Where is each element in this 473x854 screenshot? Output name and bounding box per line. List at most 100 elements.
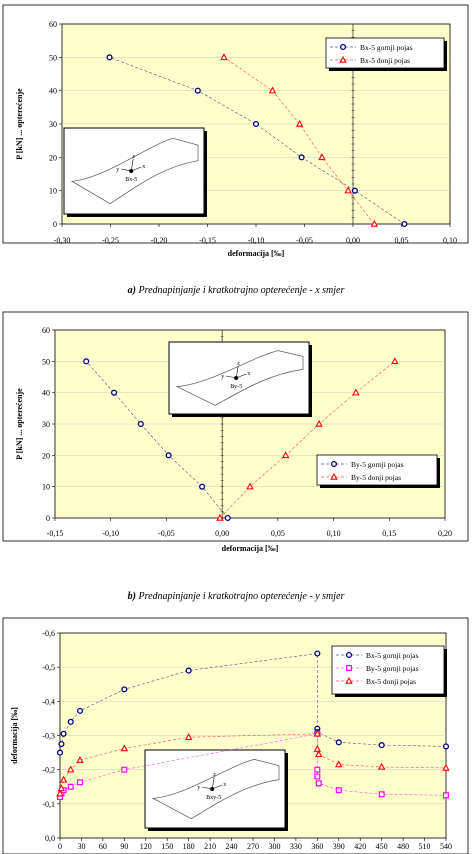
- y-axis-title: P [kN] ... opterećenje: [15, 388, 24, 460]
- legend-marker: [330, 472, 338, 480]
- y-axis-title: P [kN] ... opterećenje: [15, 88, 24, 160]
- data-point: [76, 755, 84, 763]
- y-tick-label: 60: [42, 326, 50, 335]
- x-axis-title: deformacija [‰]: [222, 544, 279, 553]
- data-point: [351, 187, 358, 194]
- y-tick-label: 0: [53, 220, 57, 229]
- x-tick-label: 180: [183, 842, 195, 851]
- y-tick-label: -0,3: [42, 732, 55, 741]
- x-tick-label: -0,20: [151, 236, 168, 245]
- x-tick-label: 360: [311, 842, 323, 851]
- data-point: [377, 762, 386, 770]
- x-tick-label: 0: [58, 842, 62, 851]
- series-line-1: [109, 57, 405, 225]
- x-tick-label: 540: [440, 842, 452, 851]
- x-axis-title: deformacija [‰]: [228, 249, 285, 258]
- legend-label: Bx-5 donji pojas: [360, 56, 410, 65]
- data-point: [344, 186, 352, 194]
- caption-letter: a): [128, 285, 136, 296]
- data-point: [442, 743, 450, 750]
- x-tick-label: 420: [354, 842, 366, 851]
- measure-point: [234, 376, 239, 380]
- axis-z-arrow: [130, 158, 134, 172]
- x-tick-label: 300: [268, 842, 280, 851]
- inset-label: Bx-5: [125, 177, 137, 183]
- x-tick-label: 90: [120, 842, 128, 851]
- data-point: [224, 514, 231, 522]
- data-point: [57, 784, 66, 792]
- data-point: [67, 718, 74, 725]
- data-point: [56, 749, 64, 756]
- y-tick-label: 20: [42, 451, 50, 460]
- inset-frame: [63, 127, 205, 215]
- x-tick-label: 30: [77, 842, 85, 851]
- legend-label: By-5 gornji pojas: [351, 460, 404, 469]
- shell-sketch: [175, 350, 304, 406]
- data-point: [184, 733, 193, 740]
- data-point: [378, 742, 385, 749]
- data-point: [315, 419, 323, 427]
- x-tick-label: 240: [226, 842, 238, 851]
- x-tick-label: 210: [204, 842, 216, 851]
- legend-label: By-5 donji pojas: [351, 473, 401, 482]
- data-point: [391, 357, 399, 365]
- data-point: [165, 452, 172, 459]
- y-tick-label: 30: [49, 120, 57, 129]
- inset-axis-x: x: [247, 371, 250, 377]
- inset-axis-y: y: [116, 167, 119, 173]
- shell-sketch: [151, 758, 280, 820]
- data-point: [313, 745, 322, 752]
- x-tick-label: -0,10: [102, 529, 119, 538]
- legend-marker: [345, 651, 353, 659]
- x-tick-label: 120: [140, 842, 152, 851]
- data-point: [313, 729, 322, 737]
- data-point: [314, 773, 321, 780]
- y-axis-title: deformacija [‰]: [10, 707, 19, 764]
- x-tick-label: -0,25: [102, 236, 119, 245]
- data-point: [121, 686, 128, 693]
- chart-1: 0 10 20 30 40 50 60 -0,30 -0,25 -0,20 -0,15 -0,10 -0…: [2, 4, 469, 296]
- inset-axis-z: z: [213, 772, 216, 778]
- caption-letter: b): [128, 591, 136, 602]
- data-point: [77, 779, 84, 786]
- inset-axis-z: z: [132, 154, 135, 160]
- y-tick-label: 10: [49, 187, 57, 196]
- data-point: [335, 760, 343, 768]
- data-point: [295, 119, 304, 127]
- legend: [316, 454, 438, 486]
- data-point: [315, 750, 323, 758]
- x-tick-label: 510: [419, 842, 431, 851]
- y-tick-label: -0,6: [42, 629, 55, 638]
- measure-point: [129, 169, 134, 173]
- x-tick-label: -0,10: [248, 236, 265, 245]
- series-line-2: [219, 361, 396, 519]
- x-tick-label: -0,05: [296, 236, 313, 245]
- data-point: [121, 766, 128, 773]
- x-tick-label: 60: [99, 842, 107, 851]
- data-point: [58, 740, 65, 748]
- chart-caption: b) Prednapinjanje i kratkotrajno optereć…: [128, 591, 345, 602]
- data-point: [185, 667, 192, 674]
- x-tick-label: 0,10: [327, 529, 341, 538]
- inset-frame: [144, 749, 286, 829]
- data-point: [315, 780, 322, 787]
- x-tick-label: 0,05: [395, 236, 409, 245]
- data-point: [268, 86, 277, 94]
- data-point: [67, 783, 74, 790]
- inset-axis-x: x: [223, 782, 226, 788]
- x-tick-label: 0,15: [382, 529, 396, 538]
- data-point: [120, 744, 129, 752]
- legend-label: By-5 gornji pojas: [366, 664, 419, 673]
- y-tick-label: 50: [49, 53, 57, 62]
- y-tick-label: -0,1: [42, 800, 55, 809]
- inset-axis-y: y: [197, 785, 200, 791]
- data-point: [67, 765, 75, 773]
- x-tick-label: 0,10: [443, 236, 457, 245]
- x-tick-label: -0,30: [54, 236, 71, 245]
- inset-label: Bxy-5: [206, 795, 221, 801]
- data-point: [199, 483, 206, 490]
- inset-axis-z: z: [237, 361, 240, 367]
- x-tick-label: 390: [333, 842, 345, 851]
- y-tick-label: 40: [42, 389, 50, 398]
